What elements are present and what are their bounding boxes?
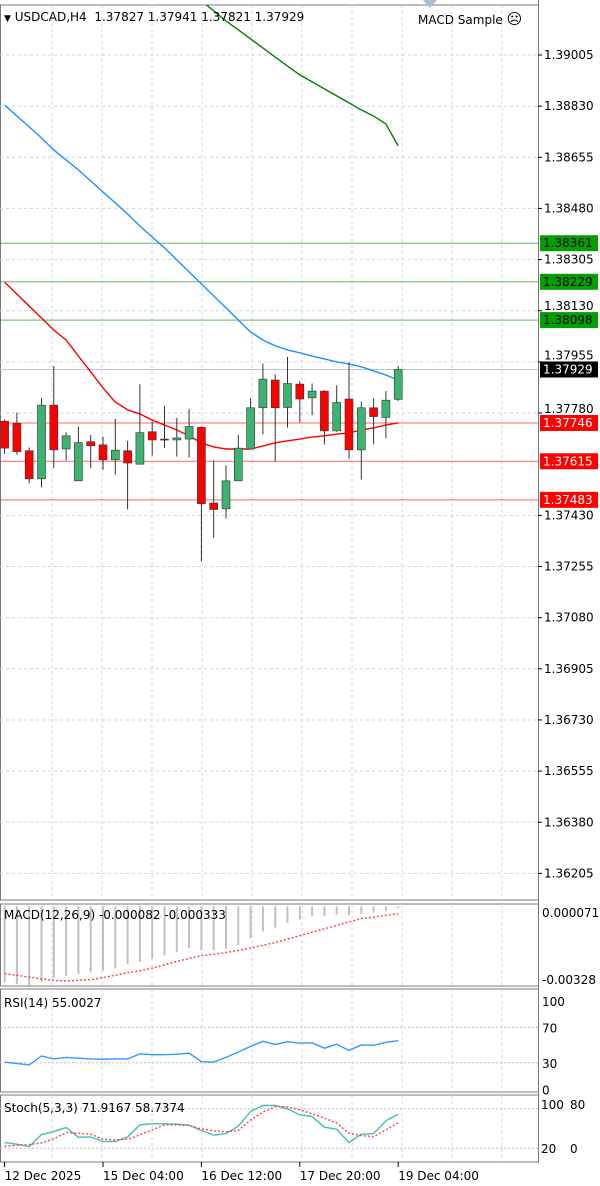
candle-bearish bbox=[49, 404, 59, 451]
y-tick-label: 1.37430 bbox=[544, 508, 594, 522]
candle-bullish bbox=[221, 480, 231, 510]
y-tick-label: 1.37780 bbox=[544, 402, 594, 416]
candle-bearish bbox=[209, 502, 218, 510]
y-tick-label: 1.37080 bbox=[544, 611, 594, 625]
y-tick-label: 1.36905 bbox=[544, 662, 594, 676]
stoch-main-line bbox=[4, 1104, 399, 1148]
collapse-triangle-icon[interactable]: ▼ bbox=[4, 14, 11, 24]
candle-bullish bbox=[258, 378, 268, 409]
stoch-signal-line bbox=[4, 1105, 399, 1147]
candle-bearish bbox=[344, 398, 354, 451]
candle-bullish bbox=[356, 407, 366, 451]
candle-bearish bbox=[0, 420, 9, 449]
macd-title: MACD(12,26,9) -0.000082 -0.000333 bbox=[4, 908, 226, 922]
y-tick-label: 0 bbox=[570, 1142, 578, 1156]
y-tick-label: 70 bbox=[542, 1021, 557, 1035]
candle-bearish bbox=[197, 427, 206, 504]
candle-bullish bbox=[393, 369, 403, 400]
candle-bullish bbox=[307, 390, 317, 399]
moving-average-green bbox=[205, 5, 399, 147]
y-tick-label: 1.38305 bbox=[544, 253, 594, 267]
moving-average-blue bbox=[4, 104, 399, 381]
candle-bullish bbox=[381, 399, 391, 418]
x-tick-label: 19 Dec 04:00 bbox=[398, 1169, 479, 1183]
level-price-label: 1.37746 bbox=[543, 416, 593, 430]
stoch-title: Stoch(5,3,3) 71.9167 58.7374 bbox=[4, 1101, 185, 1115]
candle-bearish bbox=[295, 383, 305, 400]
y-tick-label: -0.00328 bbox=[542, 973, 596, 987]
y-tick-label: 1.38480 bbox=[544, 201, 594, 215]
y-tick-label: 1.38830 bbox=[544, 99, 594, 113]
y-tick-label: 80 bbox=[570, 1098, 585, 1112]
y-tick-label: 0 bbox=[542, 1083, 550, 1097]
y-tick-label: 1.36730 bbox=[544, 713, 594, 727]
candle-bullish bbox=[332, 402, 342, 432]
chart-header: ▼ USDCAD,H4 1.37827 1.37941 1.37821 1.37… bbox=[4, 10, 304, 24]
candle-bullish bbox=[246, 407, 255, 450]
current-price-label: 1.37929 bbox=[543, 362, 593, 376]
level-price-box bbox=[540, 273, 598, 290]
y-tick-label: 20 bbox=[541, 1142, 556, 1156]
level-price-box bbox=[540, 491, 598, 508]
y-tick-label: 1.39005 bbox=[544, 48, 594, 62]
candle-bearish bbox=[12, 422, 22, 452]
rsi-line bbox=[4, 1039, 399, 1066]
candle-bullish bbox=[172, 437, 182, 441]
y-tick-label: 0.000071 bbox=[542, 906, 599, 920]
ohlc-values: 1.37827 1.37941 1.37821 1.37929 bbox=[94, 10, 305, 24]
level-price-label: 1.37615 bbox=[543, 454, 593, 468]
candle-bullish bbox=[135, 432, 145, 465]
sad-face-icon: ☹ bbox=[506, 10, 523, 28]
candle-bullish bbox=[74, 442, 83, 482]
level-price-box bbox=[540, 235, 598, 252]
level-price-label: 1.37483 bbox=[543, 493, 593, 507]
candle-bullish bbox=[184, 426, 194, 440]
level-price-label: 1.38098 bbox=[543, 313, 593, 327]
candle-bearish bbox=[160, 438, 169, 441]
y-tick-label: 1.38655 bbox=[544, 150, 594, 164]
y-tick-label: 100 bbox=[541, 1098, 564, 1112]
candle-bearish bbox=[98, 444, 108, 461]
chart-shift-marker-icon[interactable] bbox=[423, 0, 437, 8]
y-tick-label: 1.36205 bbox=[544, 866, 594, 880]
x-tick-label: 15 Dec 04:00 bbox=[103, 1169, 184, 1183]
candle-bearish bbox=[369, 407, 378, 417]
level-price-box bbox=[540, 312, 598, 329]
x-tick-label: 12 Dec 2025 bbox=[5, 1169, 82, 1183]
y-tick-label: 30 bbox=[542, 1057, 557, 1071]
main-plot bbox=[0, 5, 538, 562]
candle-bullish bbox=[283, 383, 292, 408]
y-tick-label: 1.36555 bbox=[544, 764, 594, 778]
current-price-box bbox=[540, 361, 598, 378]
candle-bearish bbox=[270, 379, 280, 409]
candle-bearish bbox=[320, 390, 329, 432]
candle-bullish bbox=[61, 435, 71, 450]
level-price-box bbox=[540, 414, 598, 431]
y-tick-label: 1.37255 bbox=[544, 559, 594, 573]
x-tick-label: 17 Dec 20:00 bbox=[300, 1169, 381, 1183]
y-tick-label: 1.37955 bbox=[544, 348, 594, 362]
candle-bearish bbox=[147, 431, 157, 441]
level-price-box bbox=[540, 453, 598, 470]
y-tick-label: 1.36380 bbox=[544, 815, 594, 829]
candle-bearish bbox=[86, 441, 95, 447]
candle-bullish bbox=[234, 447, 243, 482]
candle-bullish bbox=[111, 449, 120, 461]
candle-bearish bbox=[123, 450, 132, 464]
symbol-timeframe: USDCAD,H4 bbox=[14, 10, 87, 24]
y-tick-label: 1.38130 bbox=[544, 299, 594, 313]
level-price-label: 1.38229 bbox=[543, 275, 593, 289]
expert-advisor-label[interactable]: MACD Sample ☹ bbox=[418, 10, 522, 28]
candle-bullish bbox=[37, 404, 46, 480]
candle-bearish bbox=[24, 450, 34, 480]
expert-name: MACD Sample bbox=[418, 13, 503, 27]
x-tick-label: 16 Dec 12:00 bbox=[201, 1169, 282, 1183]
level-price-label: 1.38361 bbox=[543, 236, 593, 250]
rsi-title: RSI(14) 55.0027 bbox=[4, 996, 102, 1010]
y-tick-label: 100 bbox=[542, 995, 565, 1009]
